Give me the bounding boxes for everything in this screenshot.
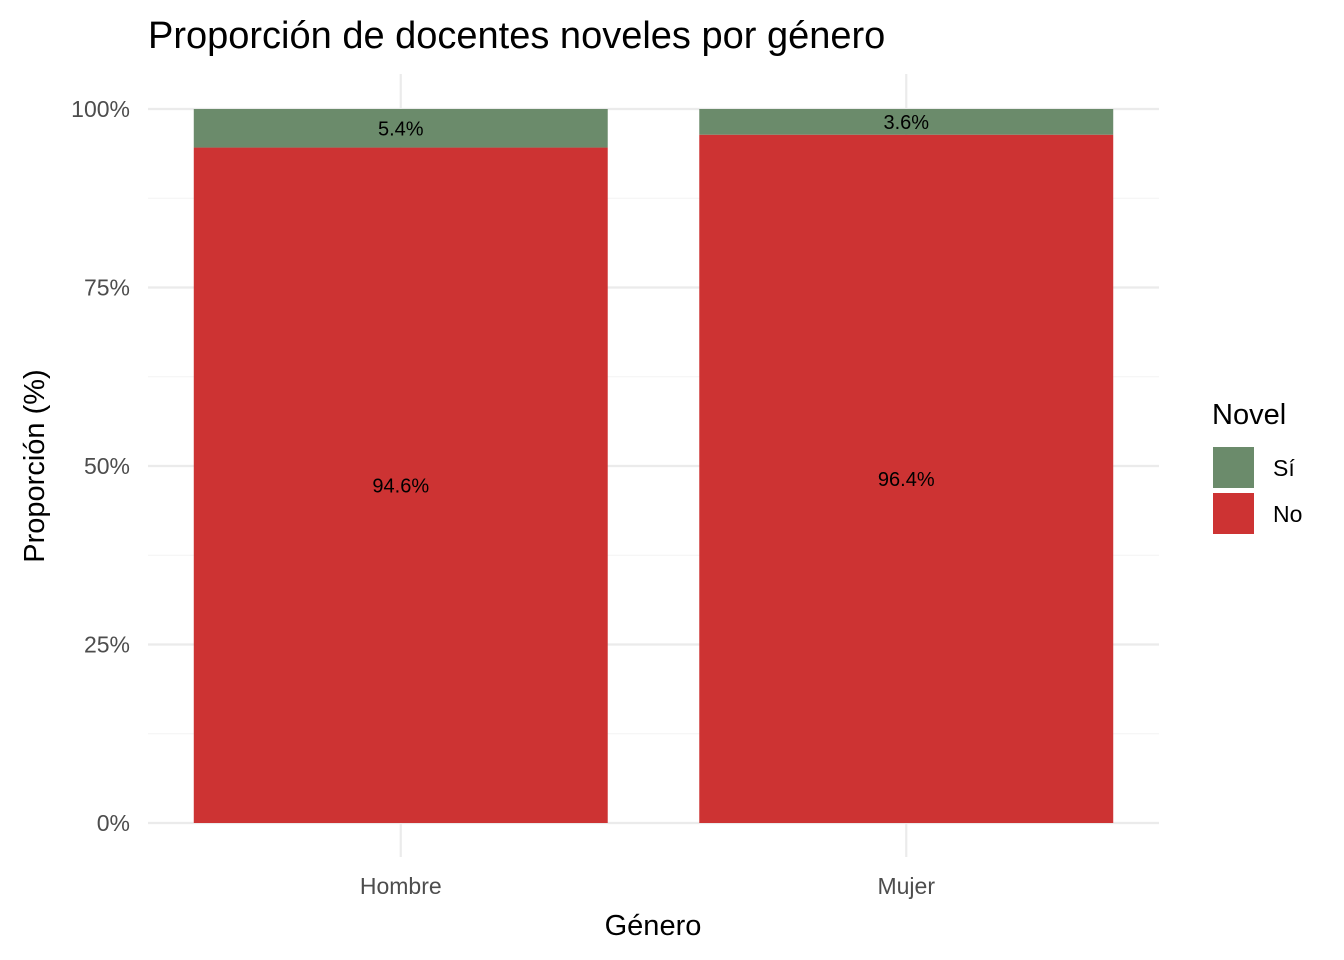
data-label: 94.6%	[372, 475, 429, 497]
y-tick-label: 100%	[71, 96, 130, 122]
bar-si-mujer	[699, 109, 1114, 135]
legend-key	[1213, 493, 1254, 534]
bar-si-hombre	[193, 109, 608, 148]
bar-no-hombre	[193, 147, 608, 823]
x-axis-title: Género	[605, 910, 702, 942]
data-label: 96.4%	[878, 469, 935, 491]
legend-key	[1213, 447, 1254, 488]
y-axis-ticks: 0% 25% 50% 75% 100%	[71, 96, 130, 836]
legend-label: No	[1273, 501, 1302, 527]
x-axis-ticks: Hombre Mujer	[360, 873, 936, 899]
chart-title: Proporción de docentes noveles por géner…	[148, 15, 885, 57]
legend-label: Sí	[1273, 455, 1295, 481]
y-axis-title: Proporción (%)	[19, 369, 51, 562]
y-tick-label: 0%	[97, 810, 130, 836]
bars	[193, 109, 1114, 824]
y-tick-label: 75%	[84, 275, 130, 301]
x-tick-label: Mujer	[877, 873, 935, 899]
y-tick-label: 50%	[84, 453, 130, 479]
y-tick-label: 25%	[84, 632, 130, 658]
data-label: 3.6%	[883, 112, 929, 134]
legend: Novel Sí No	[1212, 399, 1302, 534]
legend-title: Novel	[1212, 399, 1286, 431]
data-label: 5.4%	[378, 118, 424, 140]
data-labels: 94.6% 5.4% 96.4% 3.6%	[372, 112, 934, 497]
bar-no-mujer	[699, 134, 1114, 824]
x-tick-label: Hombre	[360, 873, 442, 899]
